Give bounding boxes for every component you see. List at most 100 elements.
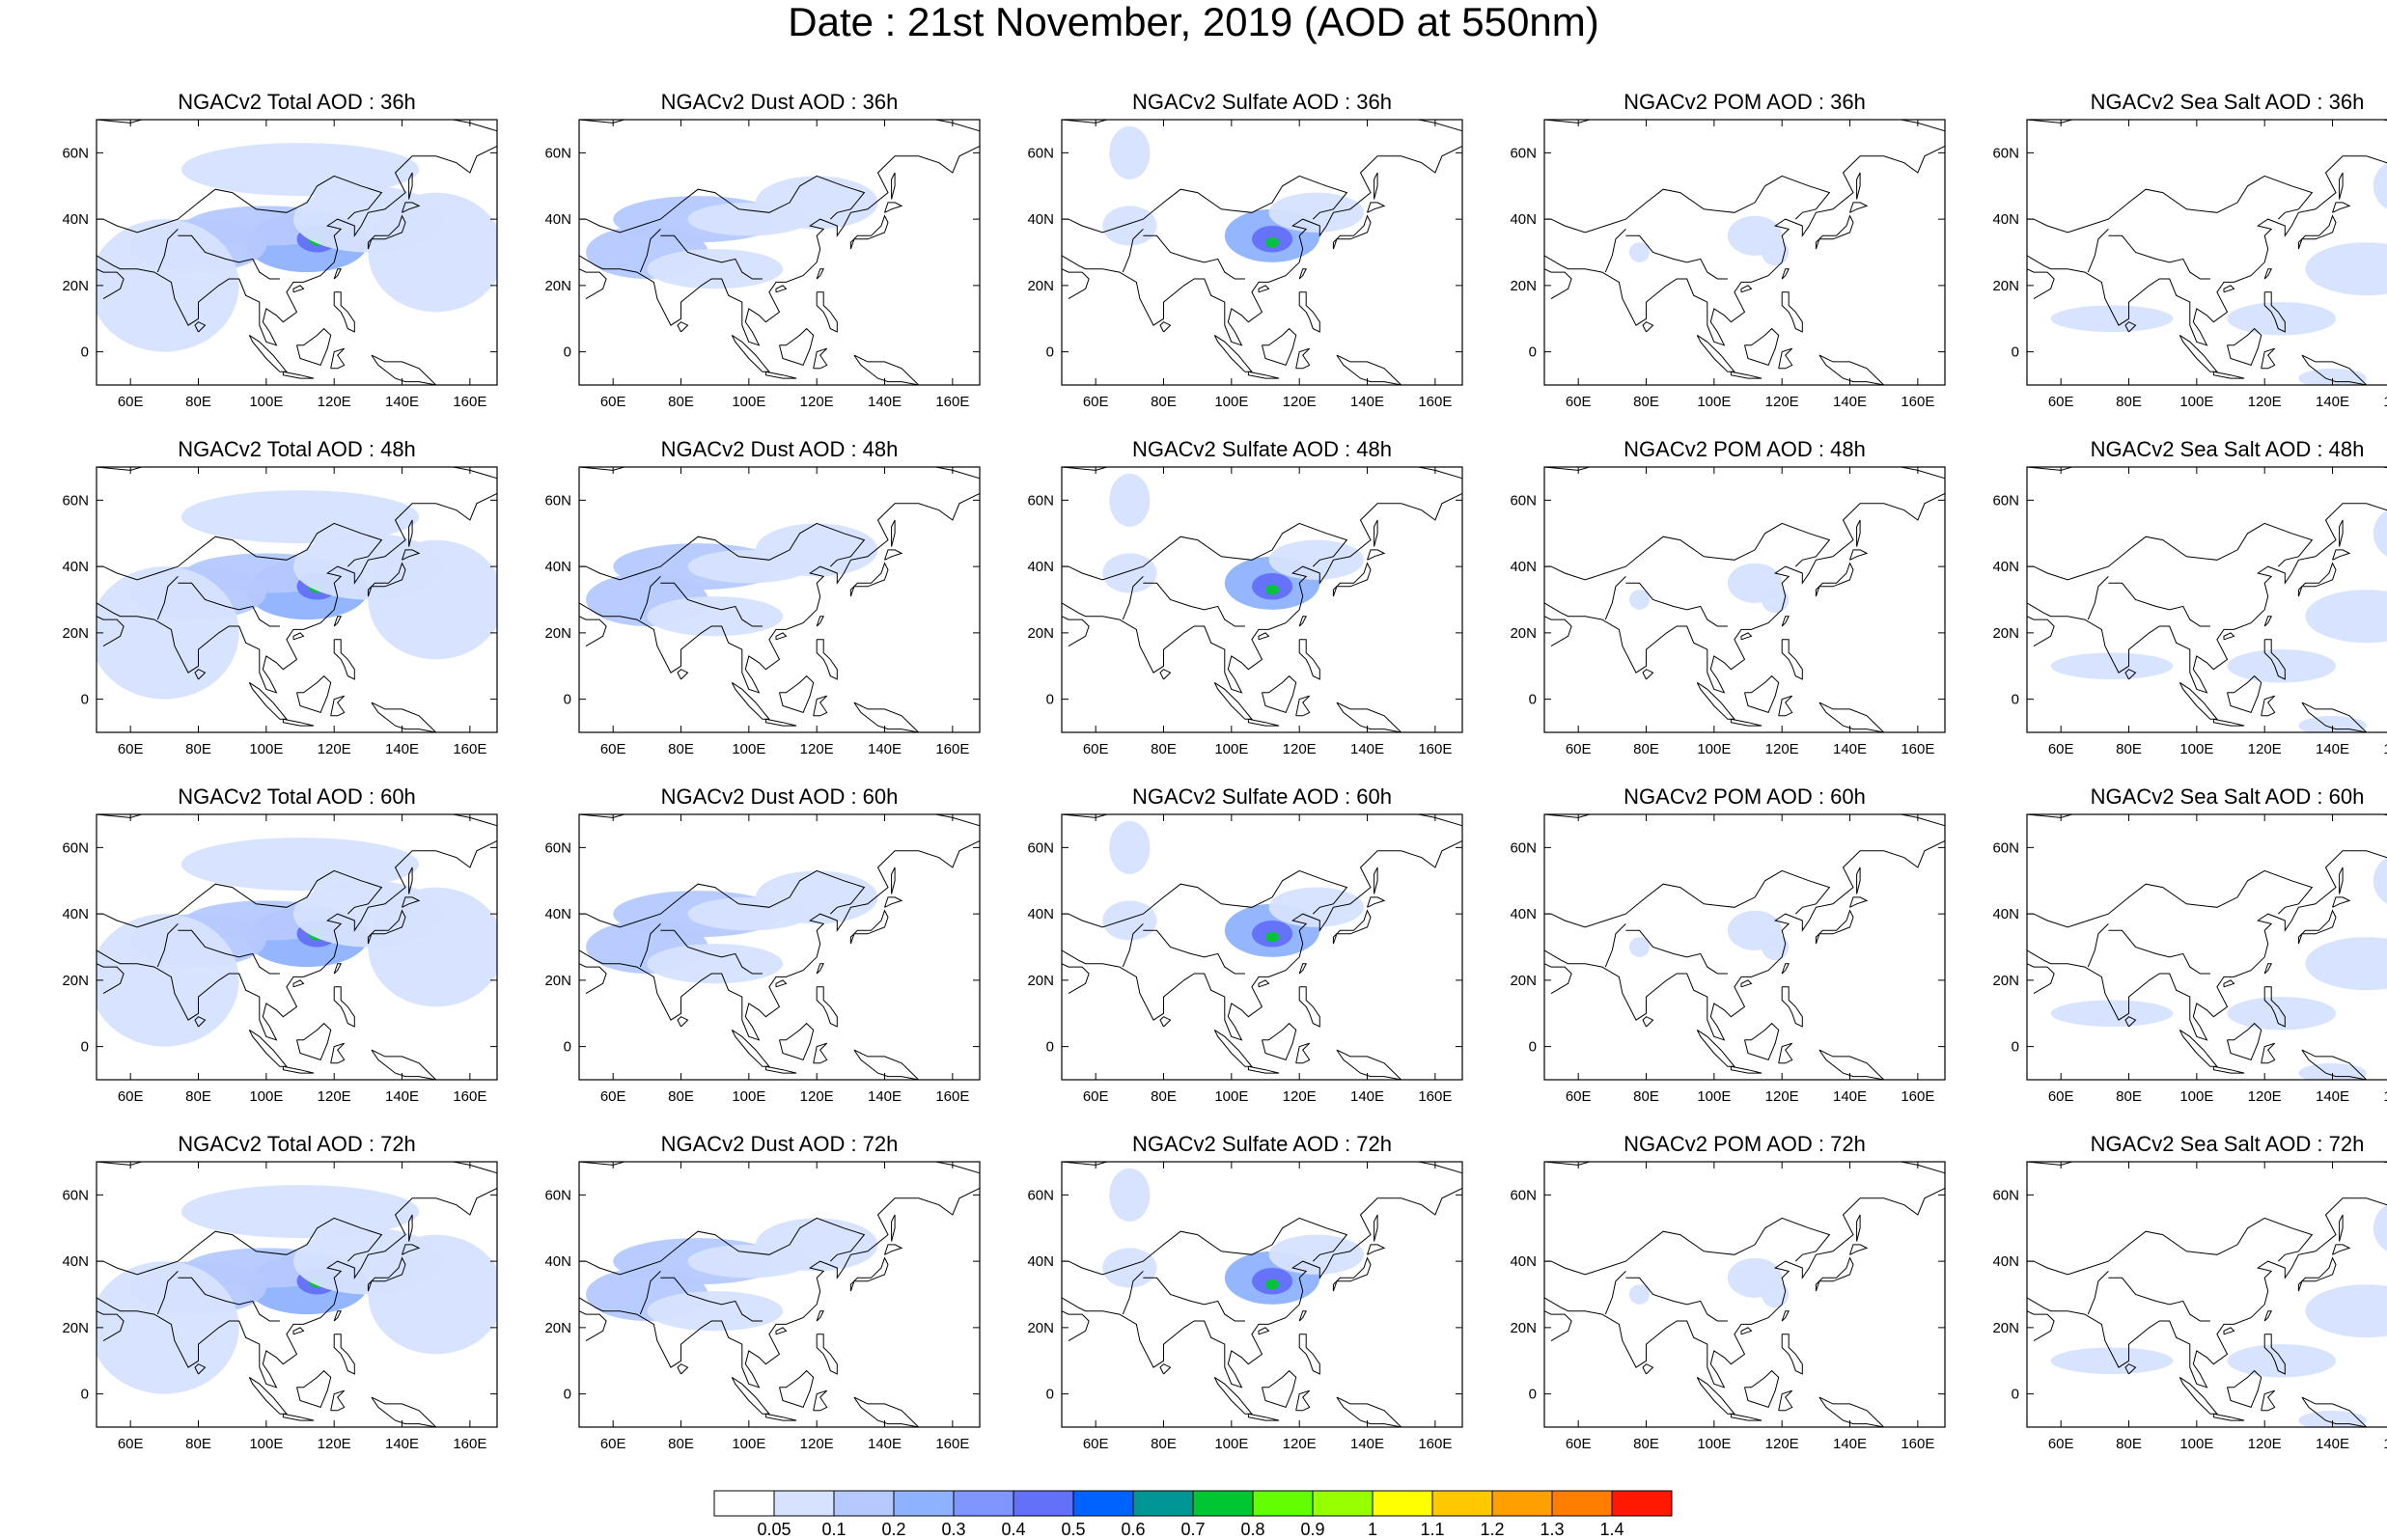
aod-plume	[755, 870, 878, 924]
coastlines	[2027, 1162, 2387, 1427]
x-tick-label: 80E	[1633, 741, 1659, 757]
coastline	[2339, 172, 2344, 200]
coastline	[194, 1016, 207, 1028]
y-tick-label: 20N	[544, 973, 571, 989]
aod-plume	[647, 249, 784, 289]
colorbar-swatch	[1431, 1490, 1493, 1517]
coastlines	[2027, 814, 2387, 1080]
coastline	[292, 285, 305, 293]
coastline	[97, 814, 497, 1041]
x-tick-label: 140E	[1350, 1088, 1384, 1105]
coastline	[677, 669, 689, 680]
coastline	[156, 576, 179, 620]
panel-title: NGACv2 Total AOD : 48h	[178, 437, 416, 461]
aod-plume	[755, 523, 878, 577]
x-tick-label: 120E	[2248, 1088, 2282, 1105]
aod-plume	[1762, 1280, 1790, 1308]
aod-field	[1102, 820, 1365, 957]
coastline	[849, 1256, 889, 1292]
x-tick-label: 120E	[800, 1436, 834, 1452]
x-tick-label: 60E	[2048, 1088, 2074, 1105]
y-tick-label: 0	[564, 344, 571, 361]
coastline	[2301, 1049, 2368, 1080]
x-tick-label: 80E	[668, 1436, 694, 1452]
y-tick-label: 40N	[1027, 906, 1054, 922]
coastline	[1730, 718, 1762, 727]
coastline	[1856, 172, 1861, 200]
y-tick-label: 60N	[62, 492, 89, 509]
coastline	[2263, 268, 2273, 280]
coastline	[1696, 1376, 1735, 1415]
coastline	[1604, 229, 1626, 273]
coastlines	[579, 467, 980, 732]
coastline	[1818, 354, 1885, 385]
x-tick-label: 160E	[1901, 741, 1934, 757]
coastline	[579, 1162, 980, 1389]
coastline	[97, 1310, 125, 1342]
coastline	[884, 896, 903, 908]
coastline	[779, 327, 815, 367]
y-tick-label: 0	[1046, 344, 1054, 361]
coastline	[97, 1217, 383, 1276]
x-tick-label: 60E	[2048, 394, 2074, 410]
x-tick-label: 160E	[1418, 741, 1452, 757]
aod-field	[1628, 563, 1790, 614]
x-tick-label: 80E	[1633, 1088, 1659, 1105]
aod-plume	[647, 1291, 784, 1332]
y-tick-label: 0	[1529, 1039, 1537, 1056]
y-tick-label: 20N	[62, 1320, 89, 1336]
coastline	[296, 1022, 332, 1061]
panel-title: NGACv2 Sulfate AOD : 36h	[1131, 90, 1393, 114]
coastline	[371, 1049, 437, 1080]
coastline	[1544, 1162, 1945, 1389]
coastline	[1781, 268, 1790, 280]
coastline	[1298, 268, 1308, 280]
aod-plume	[1265, 1279, 1280, 1290]
aod-plume	[97, 1261, 239, 1394]
aod-map: 60E 80E 100E 120E 140E 160E 60N 40N 20N 0	[62, 119, 498, 410]
aod-map: 60E 80E 100E 120E 140E 160E 60N 40N 20N 0	[1510, 119, 1946, 410]
coastline	[2108, 234, 2210, 280]
aod-plume	[1762, 238, 1790, 266]
coastline	[2108, 929, 2210, 975]
coastline	[408, 172, 413, 200]
y-tick-label: 60N	[62, 1187, 89, 1203]
colorbar-label: 1.4	[1599, 1520, 1624, 1539]
aod-plume	[2373, 1204, 2387, 1251]
coastline	[891, 866, 896, 894]
colorbar-label: 1.1	[1420, 1520, 1444, 1539]
coastline	[2027, 963, 2055, 995]
y-tick-label: 20N	[1510, 1320, 1537, 1336]
coastline	[1544, 1217, 1831, 1276]
aod-field	[1102, 125, 1365, 262]
x-tick-label: 100E	[249, 741, 283, 757]
coastline	[1544, 120, 1945, 346]
coastline	[2339, 1214, 2344, 1242]
x-tick-label: 100E	[1697, 741, 1731, 757]
coastline	[1849, 896, 1869, 908]
map-frame	[2026, 1161, 2387, 1428]
coastline	[1815, 214, 1854, 250]
map-frame	[1543, 466, 1946, 733]
y-tick-label: 60N	[1992, 839, 2019, 856]
y-tick-label: 60N	[1510, 492, 1537, 509]
coastline	[779, 674, 815, 714]
y-tick-label: 60N	[544, 1187, 571, 1203]
x-tick-label: 60E	[1566, 1436, 1592, 1452]
coastline	[1815, 1256, 1854, 1292]
coastline	[813, 1042, 828, 1064]
coastline	[330, 695, 346, 717]
x-tick-label: 100E	[249, 1436, 283, 1452]
coastline	[2339, 519, 2344, 547]
aod-plume	[1102, 206, 1157, 246]
map-panel: NGACv2 POM AOD : 48h 60E 80E 100E 120E 140E 16…	[1496, 436, 1979, 774]
colorbar-label: 0.9	[1300, 1520, 1324, 1539]
y-tick-label: 20N	[1027, 625, 1054, 642]
x-tick-label: 80E	[2116, 1436, 2142, 1452]
aod-plume	[2050, 305, 2174, 332]
colorbar-label: 0.6	[1121, 1520, 1145, 1539]
x-tick-label: 100E	[1697, 1088, 1731, 1105]
coastline	[248, 681, 288, 720]
aod-map: 60E 80E 100E 120E 140E 160E 60N 40N 20N 0	[1510, 1161, 1946, 1452]
coastline	[2297, 1256, 2337, 1292]
